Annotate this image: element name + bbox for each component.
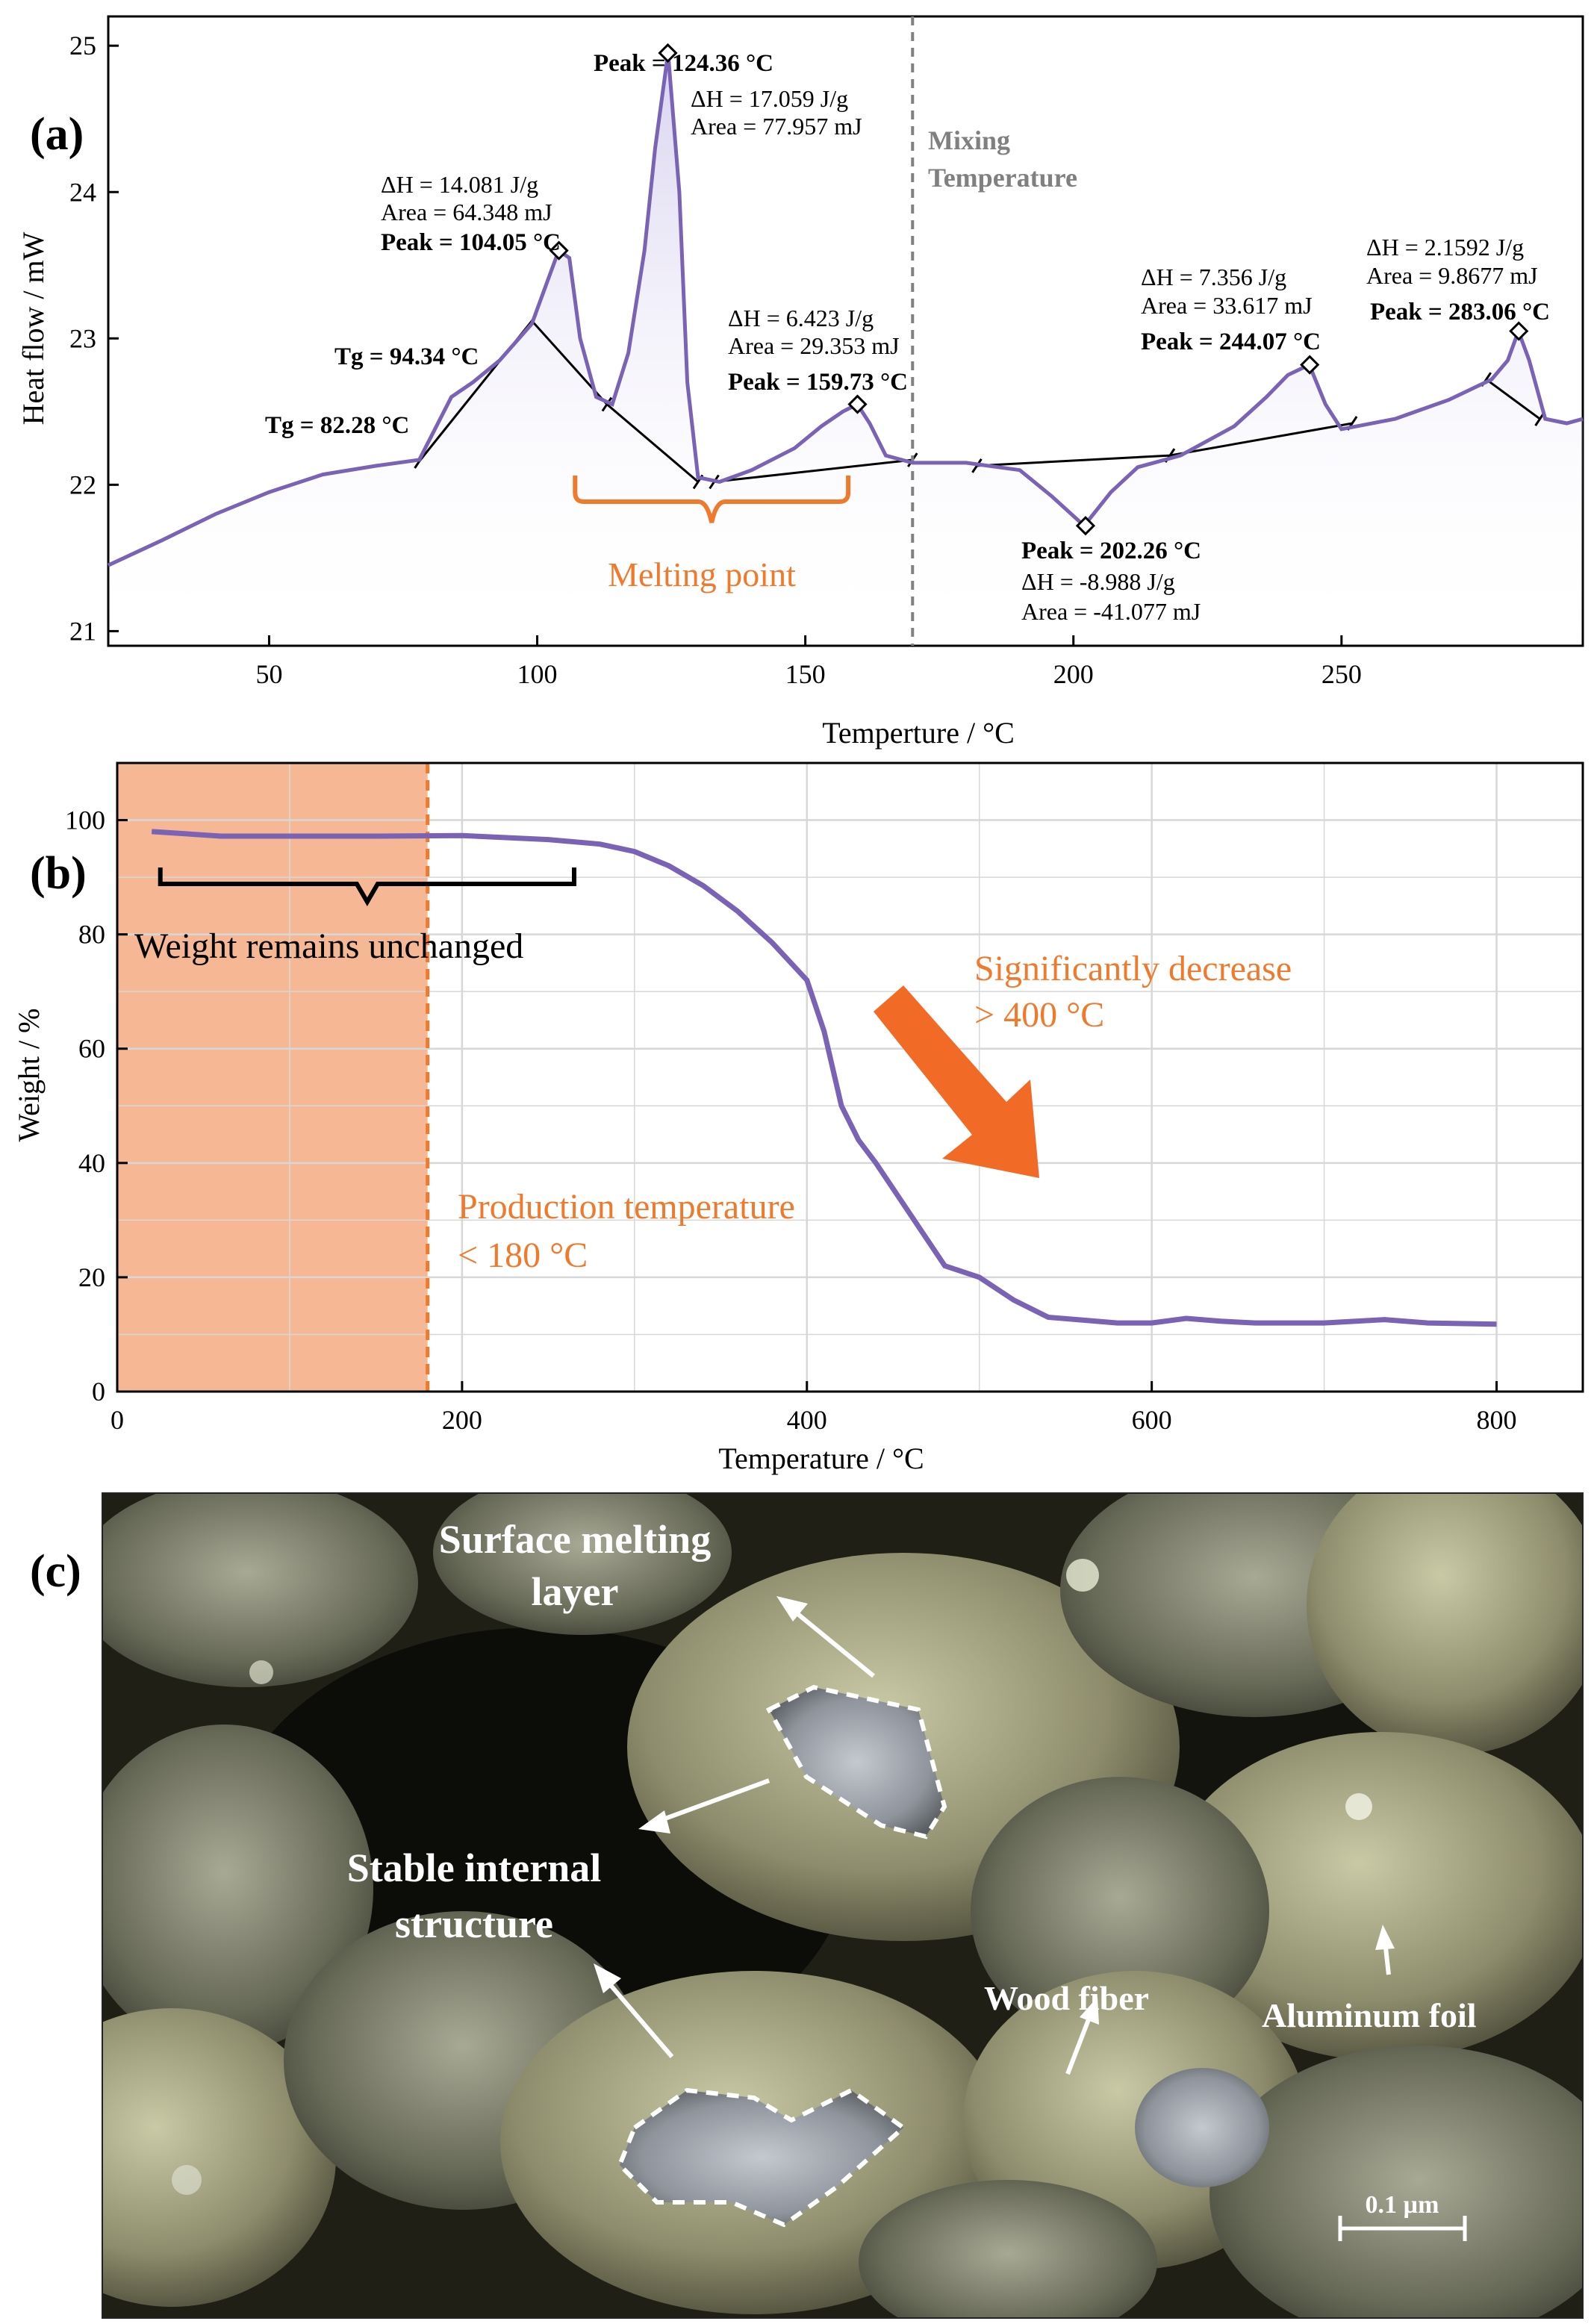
melting-point-bracket bbox=[573, 476, 851, 523]
decrease-label-1: Significantly decrease bbox=[974, 949, 1292, 988]
tga-y-tick-label: 40 bbox=[78, 1148, 105, 1178]
aluminum-foil-label: Aluminum foil bbox=[1262, 1996, 1477, 2034]
wood-fiber-label: Wood fiber bbox=[984, 1979, 1149, 2017]
peak4-marker bbox=[1075, 516, 1096, 536]
baseline-4 bbox=[1485, 378, 1541, 420]
production-label-2: < 180 °C bbox=[458, 1236, 588, 1275]
production-label-1: Production temperature bbox=[458, 1187, 795, 1227]
peak6-area: Area = 9.8677 mJ bbox=[1366, 262, 1538, 289]
tga-y-tick-label: 20 bbox=[78, 1262, 105, 1292]
tg2-label: Tg = 94.34 °C bbox=[334, 343, 479, 370]
peak4-peak: Peak = 202.26 °C bbox=[1021, 538, 1201, 564]
unchanged-label: Weight remains unchanged bbox=[134, 926, 523, 966]
peak3-area: Area = 29.353 mJ bbox=[728, 332, 900, 359]
surface-melting-label-2: layer bbox=[532, 1569, 619, 1614]
panel-a-label: (a) bbox=[30, 109, 84, 160]
scale-bar bbox=[1338, 2216, 1467, 2241]
dsc-y-tick-label: 25 bbox=[69, 31, 96, 60]
internal-structure-outline-1 bbox=[765, 1684, 947, 1839]
peak5-dh: ΔH = 7.356 J/g bbox=[1141, 264, 1286, 290]
peak3-peak: Peak = 159.73 °C bbox=[728, 369, 908, 396]
surface-melting-label-1: Surface melting bbox=[439, 1517, 711, 1562]
dsc-y-tick-label: 22 bbox=[69, 470, 96, 499]
unchanged-bracket bbox=[158, 867, 576, 906]
peak5-peak: Peak = 244.07 °C bbox=[1141, 328, 1321, 355]
tga-y-tick-label: 60 bbox=[78, 1034, 105, 1064]
micrograph: Surface melting layer Stable internal st… bbox=[102, 1493, 1583, 2318]
peak6-dh: ΔH = 2.1592 J/g bbox=[1366, 234, 1524, 261]
peak1-dh: ΔH = 14.081 J/g bbox=[381, 171, 538, 198]
photo-arrows bbox=[594, 1596, 1395, 2075]
tga-x-tick-label: 600 bbox=[1132, 1405, 1172, 1435]
peak2-dh: ΔH = 17.059 J/g bbox=[691, 85, 848, 112]
peak5-area: Area = 33.617 mJ bbox=[1141, 292, 1313, 319]
decrease-arrow bbox=[874, 985, 1039, 1178]
dsc-y-tick-label: 24 bbox=[69, 177, 96, 207]
dsc-curve bbox=[107, 52, 1584, 567]
dsc-x-tick-label: 150 bbox=[785, 659, 826, 689]
mixing-label-2: Temperature bbox=[928, 163, 1077, 193]
tga-y-tick-label: 0 bbox=[92, 1377, 105, 1406]
tga-y-axis-label: Weight / % bbox=[12, 1009, 46, 1142]
tga-y-tick-label: 100 bbox=[65, 806, 105, 835]
dsc-area-fill bbox=[108, 53, 1583, 646]
dsc-chart: 50 100 150 200 250 21 22 23 24 25 Temperture / °… bbox=[16, 15, 1584, 750]
micrograph-frame bbox=[102, 1492, 1584, 2319]
stable-structure-label-1: Stable internal bbox=[347, 1845, 602, 1890]
dsc-x-tick-label: 250 bbox=[1321, 659, 1362, 689]
peak6-peak: Peak = 283.06 °C bbox=[1370, 299, 1550, 325]
tga-x-tick-label: 200 bbox=[442, 1405, 482, 1435]
tga-plot-frame bbox=[116, 761, 1584, 1393]
peak1-peak: Peak = 104.05 °C bbox=[381, 229, 561, 256]
dsc-x-axis-label: Temperture / °C bbox=[822, 716, 1015, 750]
peak1-area: Area = 64.348 mJ bbox=[381, 199, 552, 225]
dsc-x-tick-label: 200 bbox=[1053, 659, 1094, 689]
dsc-y-tick-label: 23 bbox=[69, 323, 96, 353]
panel-b-label: (b) bbox=[30, 848, 87, 899]
panel-c-label: (c) bbox=[30, 1546, 81, 1597]
decrease-label-2: > 400 °C bbox=[974, 995, 1104, 1035]
production-region bbox=[117, 763, 428, 1392]
peak2-area: Area = 77.957 mJ bbox=[691, 113, 862, 140]
peak2-peak: Peak = 124.36 °C bbox=[594, 50, 773, 77]
mixing-label-1: Mixing bbox=[928, 125, 1010, 155]
melting-point-label: Melting point bbox=[608, 555, 796, 594]
tga-x-tick-label: 800 bbox=[1477, 1405, 1517, 1435]
baseline-tick bbox=[601, 396, 613, 412]
peak2-marker bbox=[658, 43, 678, 63]
dsc-y-tick-label: 21 bbox=[69, 616, 96, 646]
peak6-marker bbox=[1509, 321, 1529, 341]
tga-x-tick-label: 400 bbox=[787, 1405, 827, 1435]
stable-structure-label-2: structure bbox=[395, 1901, 553, 1946]
peak4-area: Area = -41.077 mJ bbox=[1021, 598, 1201, 625]
tga-chart: 0 200 400 600 800 0 20 40 60 80 100 Temperature /… bbox=[12, 761, 1584, 1475]
peak5-marker bbox=[1300, 355, 1320, 375]
tga-curve bbox=[151, 829, 1497, 1327]
peak4-dh: ΔH = -8.988 J/g bbox=[1021, 568, 1175, 595]
tga-x-tick-label: 0 bbox=[110, 1405, 124, 1435]
dsc-y-axis-label: Heat flow / mW bbox=[16, 231, 50, 425]
tga-y-tick-label: 80 bbox=[78, 920, 105, 950]
baseline-1 bbox=[418, 319, 699, 483]
dsc-x-tick-label: 50 bbox=[255, 659, 282, 689]
tg1-label: Tg = 82.28 °C bbox=[265, 412, 409, 439]
tga-x-axis-label: Temperature / °C bbox=[718, 1442, 924, 1475]
dsc-x-tick-label: 100 bbox=[517, 659, 558, 689]
peak3-dh: ΔH = 6.423 J/g bbox=[728, 305, 874, 331]
scale-bar-label: 0.1 µm bbox=[1366, 2191, 1439, 2219]
baseline-2 bbox=[714, 458, 913, 483]
peak1-marker bbox=[549, 240, 569, 261]
peak3-marker bbox=[847, 394, 868, 414]
